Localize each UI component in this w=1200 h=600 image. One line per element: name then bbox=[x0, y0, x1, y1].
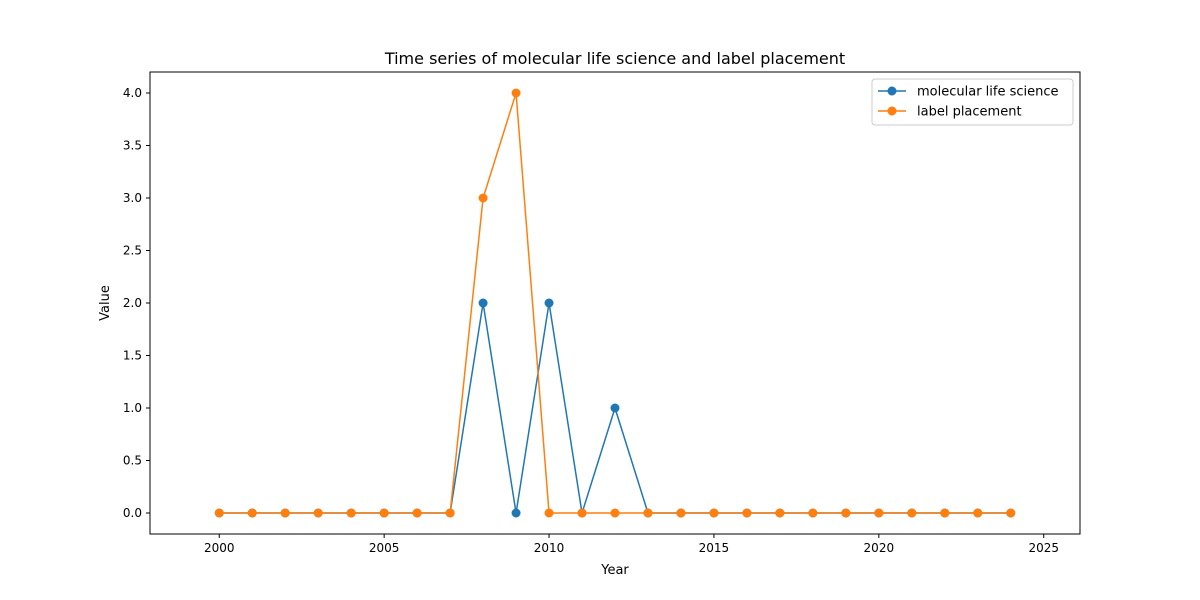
data-point bbox=[808, 508, 818, 518]
x-tick-label: 2010 bbox=[534, 541, 565, 555]
x-tick-label: 2025 bbox=[1028, 541, 1059, 555]
plot-area-frame bbox=[149, 71, 1081, 535]
y-tick-label: 1.0 bbox=[123, 401, 142, 415]
x-tick-label: 2020 bbox=[864, 541, 895, 555]
x-tick-label: 2005 bbox=[369, 541, 400, 555]
data-point bbox=[445, 508, 455, 518]
data-point bbox=[676, 508, 686, 518]
y-tick-label: 2.5 bbox=[123, 244, 142, 258]
y-tick-label: 0.0 bbox=[123, 506, 142, 520]
x-axis-label: Year bbox=[600, 563, 629, 578]
x-tick-label: 2000 bbox=[204, 541, 235, 555]
data-point bbox=[907, 508, 917, 518]
legend-marker bbox=[887, 86, 897, 96]
x-axis: 2000 2005 2010 2015 2020 2025 bbox=[204, 534, 1059, 555]
data-point bbox=[643, 508, 653, 518]
data-point bbox=[346, 508, 356, 518]
data-point bbox=[841, 508, 851, 518]
y-tick-label: 0.5 bbox=[123, 454, 142, 468]
data-point bbox=[1006, 508, 1016, 518]
data-point bbox=[247, 508, 257, 518]
data-point bbox=[973, 508, 983, 518]
y-tick-label: 3.5 bbox=[123, 139, 142, 153]
data-point bbox=[280, 508, 290, 518]
data-point bbox=[610, 508, 620, 518]
legend-box bbox=[871, 78, 1074, 126]
data-point bbox=[412, 508, 422, 518]
data-point bbox=[610, 403, 620, 413]
data-point bbox=[577, 508, 587, 518]
data-point bbox=[214, 508, 224, 518]
data-point bbox=[313, 508, 323, 518]
chart-title: Time series of molecular life science an… bbox=[384, 49, 845, 68]
legend-label: label placement bbox=[917, 105, 1022, 120]
data-point bbox=[379, 508, 389, 518]
data-point bbox=[478, 298, 488, 308]
data-point bbox=[544, 508, 554, 518]
y-axis: 0.0 0.5 1.0 1.5 2.0 2.5 3.0 3.5 4.0 bbox=[123, 86, 150, 520]
data-point bbox=[709, 508, 719, 518]
series-2 bbox=[214, 88, 1016, 518]
data-point bbox=[478, 193, 488, 203]
data-point bbox=[742, 508, 752, 518]
data-point bbox=[511, 88, 521, 98]
series-1 bbox=[214, 298, 1016, 518]
data-point bbox=[544, 298, 554, 308]
data-point bbox=[874, 508, 884, 518]
legend-label: molecular life science bbox=[917, 85, 1059, 100]
legend: molecular life science label placement bbox=[871, 78, 1074, 126]
data-point bbox=[775, 508, 785, 518]
y-tick-label: 4.0 bbox=[123, 86, 142, 100]
y-tick-label: 3.0 bbox=[123, 191, 142, 205]
y-axis-label: Value bbox=[98, 285, 113, 321]
series-line bbox=[219, 92, 1011, 514]
y-tick-label: 2.0 bbox=[123, 296, 142, 310]
data-point bbox=[511, 508, 521, 518]
legend-marker bbox=[887, 106, 897, 116]
data-point bbox=[940, 508, 950, 518]
y-tick-label: 1.5 bbox=[123, 349, 142, 363]
x-tick-label: 2015 bbox=[699, 541, 730, 555]
